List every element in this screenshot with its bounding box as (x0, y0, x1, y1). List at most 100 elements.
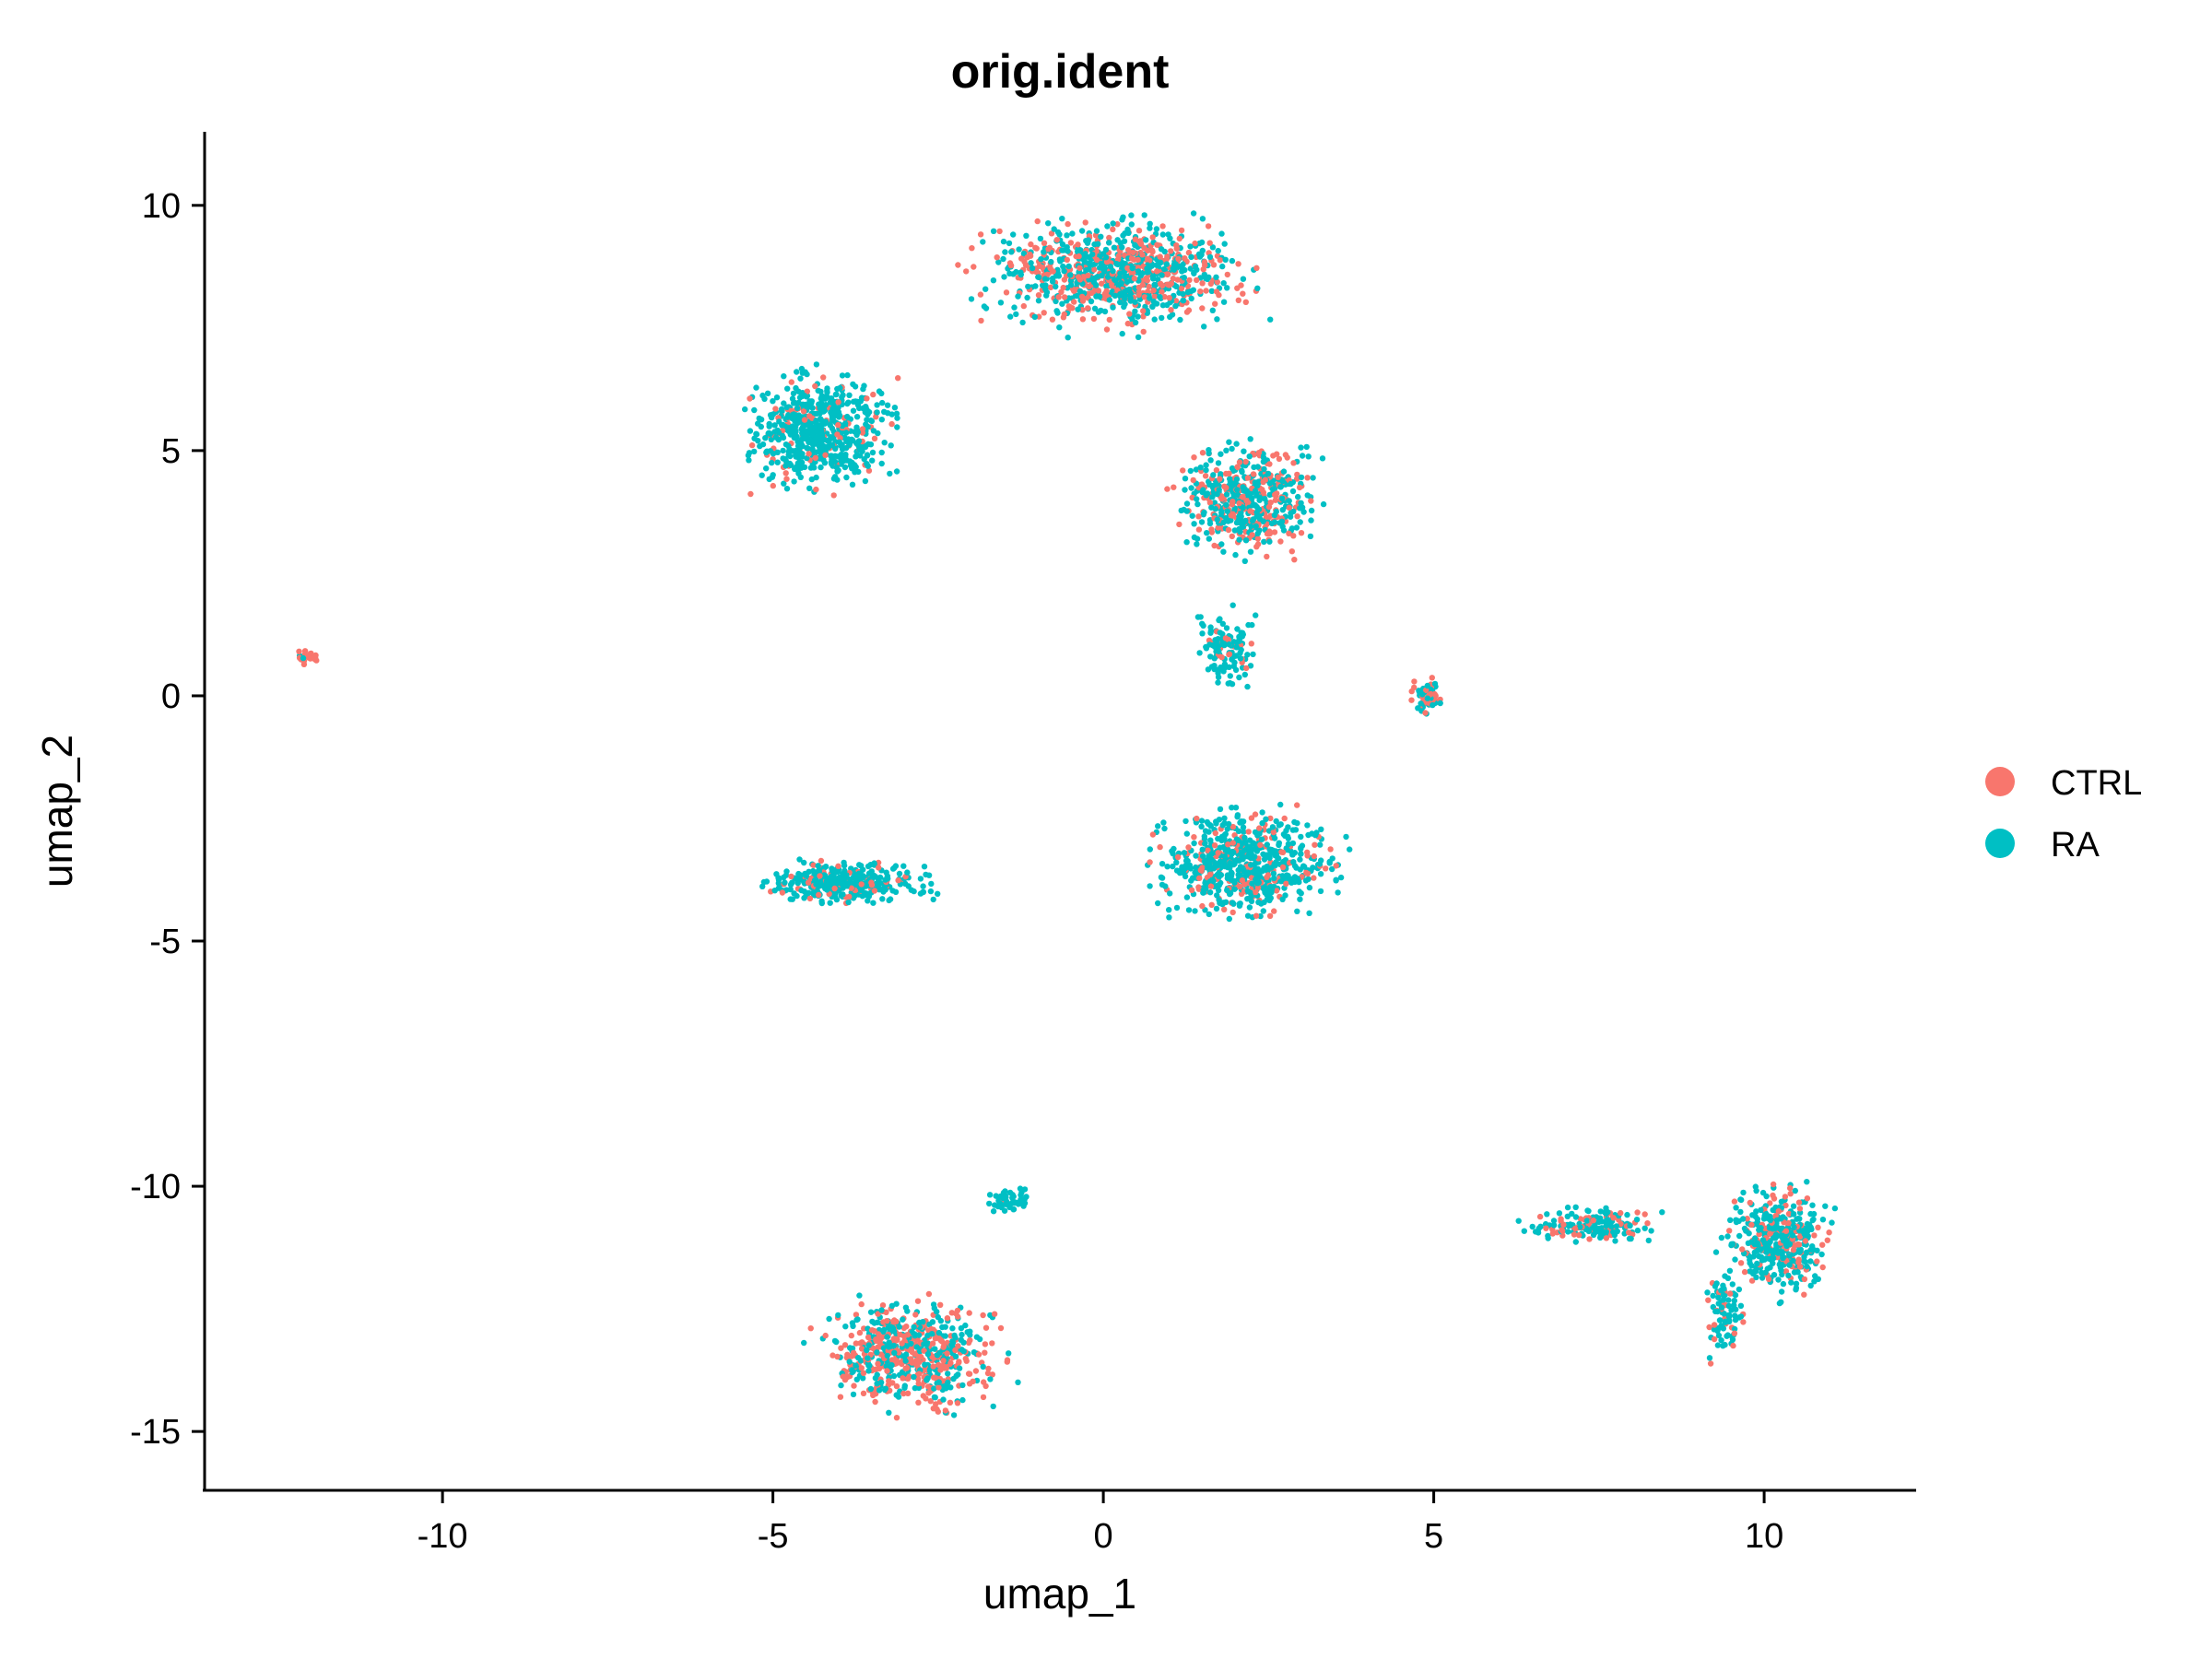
point-ctrl (1785, 1210, 1793, 1218)
point-ra (1298, 833, 1304, 841)
legend-marker-ctrl (1985, 767, 2015, 796)
point-ra (924, 1332, 931, 1339)
point-ra (1237, 819, 1243, 826)
point-ctrl (1226, 651, 1233, 657)
point-ctrl (1242, 458, 1249, 465)
point-ra (1061, 268, 1067, 275)
point-ra (1223, 625, 1230, 631)
point-ra (1754, 1260, 1760, 1267)
point-ra (1101, 308, 1109, 315)
point-ra (1200, 889, 1206, 896)
point-ctrl (935, 1361, 942, 1369)
point-ra (1167, 890, 1173, 897)
point-ra (1119, 330, 1125, 337)
point-ctrl (967, 1337, 973, 1344)
point-ctrl (1243, 498, 1250, 504)
point-ra (1545, 1235, 1551, 1241)
point-ra (874, 1349, 880, 1356)
point-ctrl (868, 879, 875, 886)
point-ra (751, 435, 758, 441)
point-ra (868, 418, 876, 425)
point-ctrl (1188, 887, 1195, 893)
point-ra (887, 470, 893, 477)
point-ctrl (1408, 697, 1415, 703)
point-ctrl (1106, 234, 1112, 241)
point-ctrl (1235, 261, 1241, 267)
point-ra (1180, 869, 1187, 877)
point-ra (787, 886, 794, 893)
point-ra (1303, 443, 1310, 451)
point-ra (818, 388, 824, 395)
point-ra (1191, 269, 1197, 276)
point-ctrl (982, 1349, 988, 1356)
point-ctrl (977, 231, 984, 238)
point-ra (980, 239, 986, 245)
point-ra (767, 448, 773, 454)
point-ra (766, 476, 772, 483)
point-ctrl (1149, 234, 1156, 241)
point-ra (818, 429, 825, 436)
point-ra (1188, 253, 1194, 260)
point-ctrl (1270, 829, 1277, 836)
point-ra (949, 1325, 956, 1332)
point-ra (1147, 846, 1154, 853)
point-ra (859, 448, 865, 454)
point-ra (826, 1315, 832, 1323)
point-ctrl (834, 431, 841, 438)
point-ctrl (1756, 1230, 1762, 1238)
point-ctrl (1290, 533, 1297, 539)
point-ctrl (1238, 282, 1244, 288)
point-ra (1259, 819, 1265, 827)
point-ctrl (817, 873, 823, 879)
point-ra (1096, 293, 1103, 300)
point-ctrl (933, 1401, 939, 1407)
point-ra (791, 890, 797, 897)
point-ra (1785, 1272, 1792, 1279)
point-ra (1241, 671, 1249, 678)
point-ra (852, 469, 858, 476)
point-ctrl (1236, 500, 1242, 507)
point-ctrl (1176, 521, 1182, 528)
point-ra (1252, 853, 1258, 860)
point-ra (818, 900, 825, 907)
point-ctrl (1157, 280, 1164, 287)
point-ra (1535, 1225, 1542, 1232)
x-axis-title: umap_1 (983, 1570, 1136, 1618)
point-ra (1791, 1269, 1798, 1276)
point-ra (1218, 510, 1225, 516)
point-ra (771, 888, 778, 894)
point-ctrl (1146, 283, 1152, 290)
point-ctrl (1243, 665, 1250, 672)
point-ra (794, 877, 801, 883)
point-ctrl (1730, 1342, 1736, 1349)
point-ra (1210, 472, 1217, 478)
point-ctrl (1103, 288, 1110, 294)
point-ra (1270, 870, 1277, 877)
point-ctrl (1241, 881, 1248, 888)
point-ra (1337, 874, 1345, 881)
point-ra (1089, 251, 1096, 258)
point-ra (945, 1371, 951, 1377)
point-ra (816, 401, 822, 407)
point-ra (798, 390, 806, 396)
point-ctrl (1222, 635, 1230, 641)
point-ra (1318, 857, 1324, 864)
point-ctrl (925, 1290, 933, 1298)
point-ctrl (856, 1329, 864, 1336)
point-ctrl (1247, 508, 1253, 514)
point-ra (842, 453, 849, 461)
point-ra (1203, 466, 1209, 474)
point-ra (1556, 1210, 1563, 1217)
point-ra (879, 896, 886, 902)
point-ra (825, 444, 832, 451)
point-ra (1170, 265, 1177, 272)
point-ctrl (1265, 872, 1272, 878)
point-ra (1239, 468, 1245, 476)
point-ctrl (1206, 871, 1214, 877)
point-ra (1276, 840, 1283, 846)
point-ctrl (915, 1380, 922, 1387)
point-ctrl (871, 435, 878, 441)
point-ra (866, 1362, 873, 1369)
point-ra (1199, 846, 1206, 853)
point-ra (1752, 1235, 1759, 1241)
